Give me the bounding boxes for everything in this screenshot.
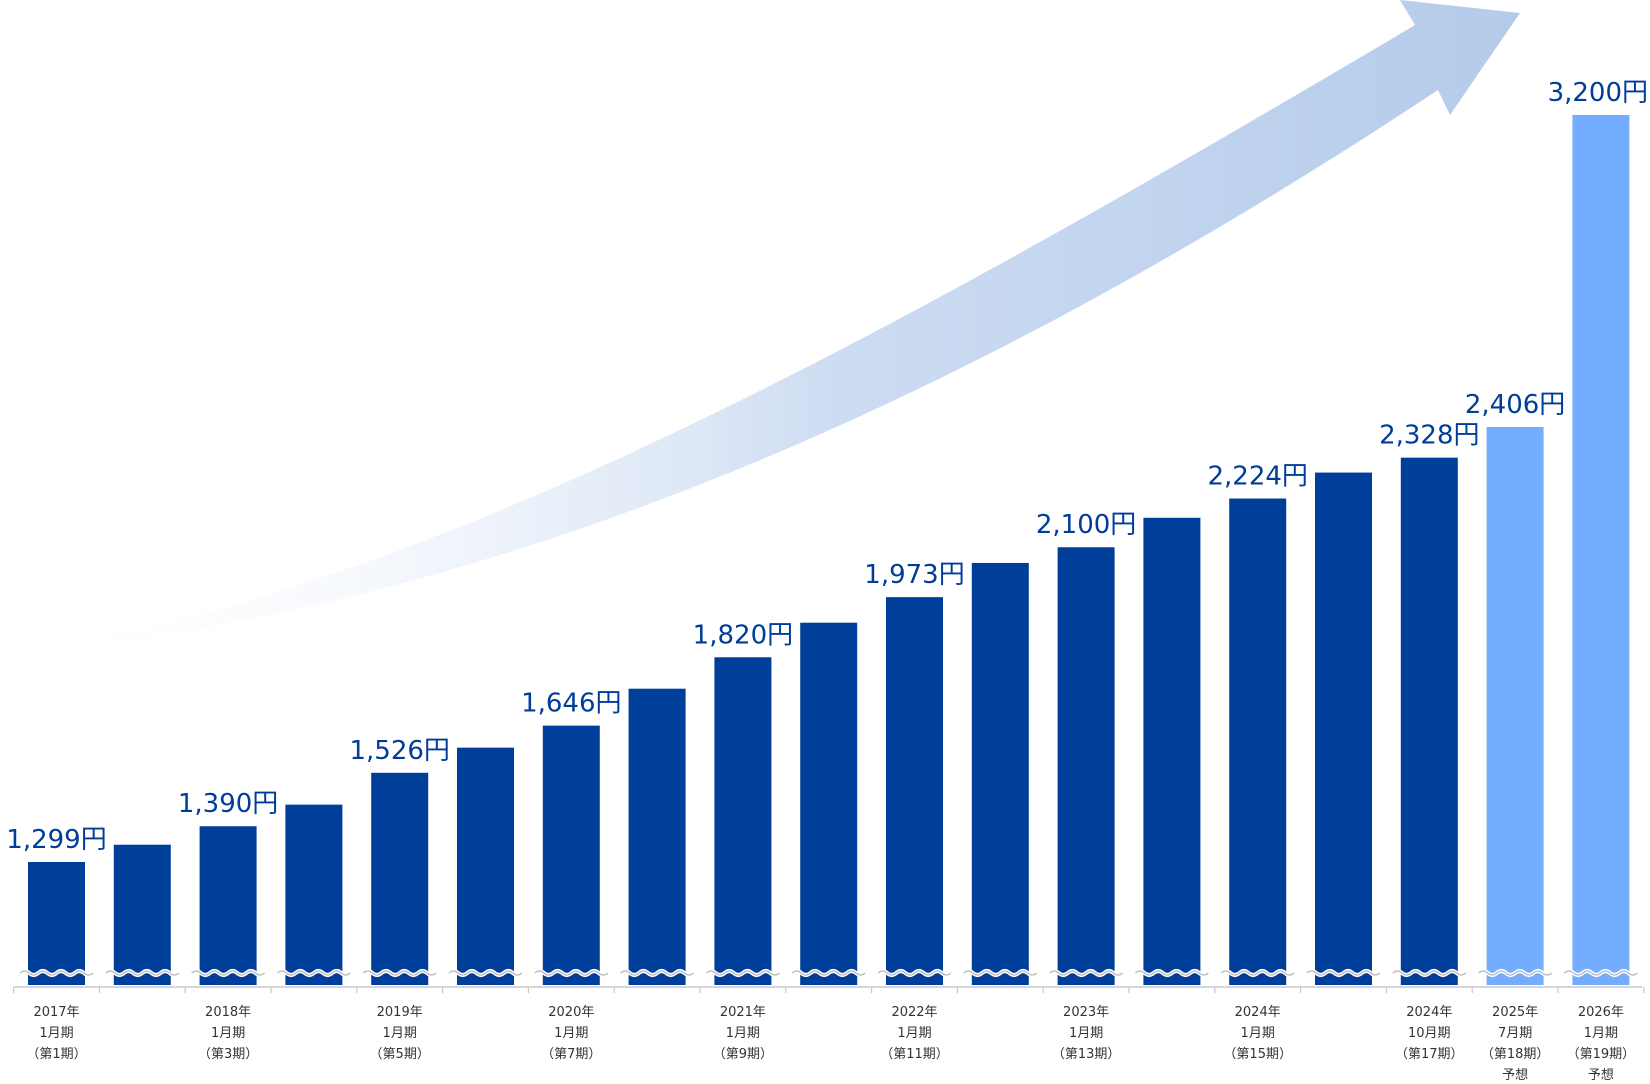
bar <box>1143 517 1201 985</box>
bar-value-label: 2,406円 <box>1465 390 1565 420</box>
bar <box>1315 472 1372 986</box>
axis-break-wave-line <box>1306 970 1381 976</box>
x-tick-label: 2023年 <box>1063 1005 1109 1020</box>
axis-break-wave-line <box>191 970 265 976</box>
x-tick-label: 1月期 <box>39 1026 73 1041</box>
axis-break-wave-line <box>877 970 952 976</box>
axis-break-wave-line <box>105 970 180 976</box>
bar-value-label: 1,820円 <box>693 620 793 650</box>
bar-value-label: 1,646円 <box>521 689 621 719</box>
x-tick-label: 2024年 <box>1406 1005 1452 1020</box>
bar <box>1400 457 1458 986</box>
x-tick-label: （第1期） <box>26 1047 86 1062</box>
x-tick-labels-group: 2017年 1月期 （第1期） 2018年 1月期 （第3期） 2019年 1月期 （第5期） 2… <box>26 1005 1635 1083</box>
axis-break-wave-line <box>963 970 1038 976</box>
axis-break-wave-line <box>277 970 351 976</box>
trend-arrow-icon <box>0 0 1520 655</box>
x-tick-label: （第11期） <box>880 1047 949 1062</box>
x-tick-label: 7月期 <box>1498 1026 1532 1041</box>
x-tick-label: （第15期） <box>1223 1047 1292 1062</box>
bar <box>1057 547 1115 985</box>
x-tick-label: 2019年 <box>377 1005 423 1020</box>
bar <box>457 747 514 985</box>
axis-break-wave-line <box>620 970 694 976</box>
x-tick-label: 1月期 <box>1069 1026 1103 1041</box>
bar-value-label: 2,100円 <box>1036 510 1136 540</box>
x-tick-label: 10月期 <box>1408 1026 1451 1041</box>
x-tick-label: 1月期 <box>1584 1026 1618 1041</box>
x-tick-label: 2026年 <box>1578 1005 1624 1020</box>
bar <box>542 725 600 985</box>
forecast-bar <box>1486 427 1544 985</box>
bar <box>113 844 171 985</box>
x-tick-label: （第13期） <box>1052 1047 1121 1062</box>
axis-break-wave-line <box>1564 970 1638 976</box>
bar <box>971 562 1029 985</box>
axis-break-wave-line <box>1049 970 1123 976</box>
x-axis-ticks <box>13 987 1645 993</box>
value-labels-group: 1,299円 1,390円 1,526円 1,646円 1,820円 1,973円 2,10… <box>6 78 1648 855</box>
x-tick-label: 1月期 <box>897 1026 931 1041</box>
x-tick-label: 2024年 <box>1235 1005 1281 1020</box>
bar <box>199 826 257 985</box>
bar <box>285 804 343 985</box>
bar <box>800 622 858 985</box>
x-tick-label: 予想 <box>1588 1067 1614 1083</box>
x-tick-label: （第17期） <box>1395 1047 1464 1062</box>
axis-break-wave-line <box>1135 970 1209 976</box>
bars-group <box>18 115 1639 986</box>
bar <box>28 862 85 985</box>
x-tick-label: 2025年 <box>1492 1005 1538 1020</box>
x-tick-label: 1月期 <box>726 1026 760 1041</box>
bar-value-label: 3,200円 <box>1548 78 1648 108</box>
x-tick-label: 2022年 <box>891 1005 937 1020</box>
bar-value-label: 1,526円 <box>349 736 449 766</box>
axis-break-wave-line <box>791 970 866 976</box>
x-tick-label: 1月期 <box>554 1026 588 1041</box>
x-tick-label: 1月期 <box>211 1026 245 1041</box>
axis-break-wave-line <box>534 970 609 976</box>
x-tick-label: 1月期 <box>383 1026 417 1041</box>
axis-break-wave-line <box>448 970 523 976</box>
x-tick-label: 2018年 <box>205 1005 251 1020</box>
bar <box>628 688 686 985</box>
x-tick-label: 2020年 <box>548 1005 594 1020</box>
x-tick-label: （第5期） <box>370 1047 430 1062</box>
x-tick-label: （第19期） <box>1567 1047 1636 1062</box>
bar-value-label: 2,224円 <box>1207 462 1307 492</box>
x-tick-label: （第3期） <box>198 1047 258 1062</box>
axis-break-wave-line <box>362 970 437 976</box>
bar-value-label: 1,390円 <box>178 789 278 819</box>
bar-value-label: 2,328円 <box>1379 421 1479 451</box>
axis-break-wave-line <box>706 970 780 976</box>
forecast-bar <box>1572 115 1630 985</box>
x-tick-label: 1月期 <box>1241 1026 1275 1041</box>
bar <box>886 597 943 985</box>
bar-value-label: 1,299円 <box>6 825 106 855</box>
axis-break-wave-line <box>1478 970 1552 976</box>
x-tick-label: 予想 <box>1502 1067 1528 1083</box>
x-tick-label: （第7期） <box>541 1047 601 1062</box>
x-tick-label: 2021年 <box>720 1005 766 1020</box>
bar <box>371 772 429 985</box>
axis-break-wave-line <box>1392 970 1467 976</box>
bar <box>1229 498 1287 985</box>
axis-break-wave-line <box>1220 970 1295 976</box>
x-tick-label: 2017年 <box>33 1005 79 1020</box>
axis-break-wave-line <box>19 970 94 976</box>
x-tick-label: （第18期） <box>1481 1047 1550 1062</box>
bar <box>714 657 772 985</box>
bar-value-label: 1,973円 <box>864 560 964 590</box>
x-tick-label: （第9期） <box>713 1047 773 1062</box>
